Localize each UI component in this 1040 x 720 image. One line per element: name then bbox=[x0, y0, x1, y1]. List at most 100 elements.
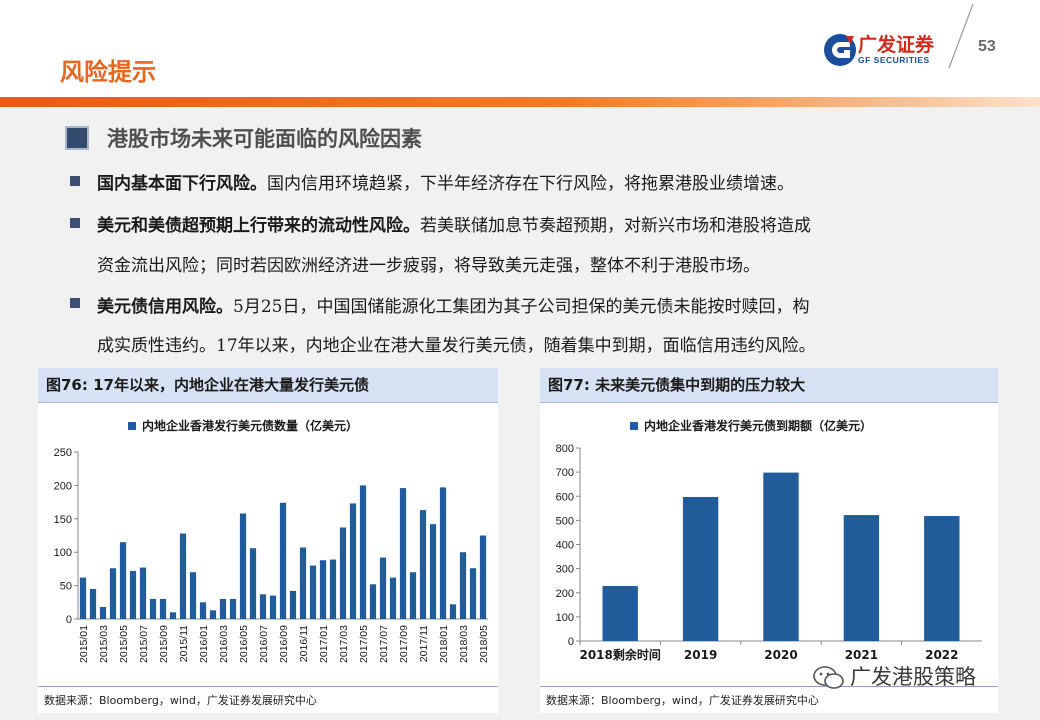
x-tick-label: 2015/05 bbox=[118, 625, 130, 663]
x-tick-label: 2016/05 bbox=[238, 625, 250, 663]
bar bbox=[682, 496, 719, 641]
source-divider bbox=[38, 686, 498, 687]
bar bbox=[109, 568, 117, 619]
legend-swatch bbox=[128, 422, 136, 430]
bullet-3-text-line1: 5月25日，中国国储能源化工集团为其子公司担保的美元债未能按时赎回，构 bbox=[233, 297, 810, 317]
figure-76-source: 数据来源：Bloomberg，wind，广发证券发展研究中心 bbox=[44, 694, 317, 707]
bar bbox=[419, 510, 427, 619]
bar bbox=[149, 598, 157, 619]
bar bbox=[289, 590, 297, 619]
y-tick-label: 300 bbox=[556, 564, 574, 576]
x-tick-label: 2015/11 bbox=[178, 625, 190, 662]
bar bbox=[259, 594, 267, 619]
bar bbox=[924, 516, 960, 641]
bar bbox=[199, 602, 207, 619]
bar bbox=[139, 567, 147, 619]
bar bbox=[119, 542, 127, 619]
bar bbox=[79, 577, 87, 619]
bar bbox=[379, 557, 387, 619]
y-tick-label: 200 bbox=[556, 588, 574, 600]
figure-77-title: 图77: 未来美元债集中到期的压力较大 bbox=[540, 368, 998, 402]
legend-swatch bbox=[630, 422, 638, 430]
bar bbox=[239, 513, 247, 619]
figure-77-panel: 图77: 未来美元债集中到期的压力较大 内地企业香港发行美元债到期额（亿美元） 0… bbox=[540, 368, 998, 713]
bar bbox=[469, 568, 477, 619]
bar bbox=[99, 606, 107, 619]
y-tick-label: 400 bbox=[556, 540, 574, 552]
bar bbox=[319, 560, 327, 619]
y-tick-label: 150 bbox=[54, 514, 72, 526]
bar bbox=[329, 559, 337, 619]
maturity-bar-chart: 内地企业香港发行美元债到期额（亿美元） 0 100 200 300 400 500 600 70… bbox=[544, 408, 994, 693]
bar bbox=[249, 548, 257, 619]
slide-header: 风险提示 广发证券 GF SECURITIES 53 bbox=[0, 0, 1040, 103]
bar bbox=[179, 533, 187, 619]
x-tick-label: 2015/03 bbox=[98, 625, 110, 663]
x-tick-label: 2016/07 bbox=[258, 625, 270, 663]
x-tick-label: 2020 bbox=[764, 648, 797, 662]
figure-76-title: 图76: 17年以来，内地企业在港大量发行美元债 bbox=[38, 368, 498, 402]
y-tick-label: 100 bbox=[556, 612, 574, 624]
bar bbox=[763, 472, 799, 641]
bar bbox=[843, 515, 880, 641]
x-tick-label: 2017/05 bbox=[358, 625, 370, 663]
x-tick-label: 2017/11 bbox=[418, 625, 430, 662]
bullet-square-icon bbox=[70, 176, 80, 186]
x-tick-label: 2017/01 bbox=[318, 625, 330, 663]
bullet-3-lead: 美元债信用风险。 bbox=[97, 297, 233, 317]
y-tick-label: 0 bbox=[568, 636, 574, 648]
x-tick-label: 2016/03 bbox=[218, 625, 230, 663]
x-tick-label: 2018/03 bbox=[458, 625, 470, 663]
bar bbox=[349, 503, 357, 619]
bar bbox=[309, 565, 317, 619]
legend-label: 内地企业香港发行美元债到期额（亿美元） bbox=[644, 418, 872, 433]
x-tick-label: 2018/01 bbox=[438, 625, 450, 663]
bar bbox=[602, 585, 638, 641]
x-tick-label: 2018/05 bbox=[478, 625, 490, 663]
figure-title-border bbox=[38, 402, 498, 403]
page-number: 53 bbox=[978, 38, 996, 55]
bar bbox=[429, 524, 437, 619]
bar bbox=[459, 552, 467, 619]
gf-logo-icon bbox=[824, 34, 856, 66]
bullet-1: 国内基本面下行风险。国内信用环境趋紧，下半年经济存在下行风险，将拖累港股业绩增速… bbox=[97, 169, 794, 194]
bar bbox=[409, 572, 417, 619]
bullet-2-lead: 美元和美债超预期上行带来的流动性风险。 bbox=[97, 216, 420, 236]
x-tick-label: 2016/01 bbox=[198, 625, 210, 663]
x-tick-label: 2016/11 bbox=[298, 625, 310, 662]
x-tick-label: 2016/09 bbox=[278, 625, 290, 663]
bar bbox=[359, 485, 367, 619]
bullet-square-icon bbox=[70, 298, 80, 308]
source-divider bbox=[540, 686, 998, 687]
y-tick-label: 600 bbox=[556, 491, 574, 503]
header-stripe bbox=[0, 97, 1040, 107]
bar bbox=[129, 570, 137, 619]
bullet-3: 美元债信用风险。5月25日，中国国储能源化工集团为其子公司担保的美元债未能按时赎… bbox=[97, 292, 809, 317]
logo-name: 广发证券 bbox=[858, 34, 935, 56]
bar bbox=[269, 595, 277, 619]
x-tick-label: 2015/07 bbox=[138, 625, 150, 663]
bar bbox=[279, 502, 287, 619]
figure-77-source: 数据来源：Bloomberg，wind，广发证券发展研究中心 bbox=[546, 694, 819, 707]
y-tick-label: 250 bbox=[54, 447, 72, 459]
legend-label: 内地企业香港发行美元债数量（亿美元） bbox=[142, 418, 358, 433]
y-tick-label: 50 bbox=[60, 581, 72, 593]
bar bbox=[479, 535, 487, 619]
heading-square-icon bbox=[65, 126, 89, 150]
issuance-bar-chart: 内地企业香港发行美元债数量（亿美元） 0 50 100 150 200 250 2015/01… bbox=[42, 408, 494, 693]
x-tick-label: 2017/07 bbox=[378, 625, 390, 663]
x-tick-label: 2021 bbox=[845, 648, 878, 662]
bar bbox=[229, 598, 237, 619]
figure-76-panel: 图76: 17年以来，内地企业在港大量发行美元债 内地企业香港发行美元债数量（亿… bbox=[38, 368, 498, 713]
bar bbox=[399, 488, 407, 619]
section-heading: 港股市场未来可能面临的风险因素 bbox=[107, 126, 422, 151]
bar bbox=[369, 584, 377, 619]
page-title: 风险提示 bbox=[60, 58, 156, 86]
bar bbox=[439, 487, 447, 619]
logo-english-name: GF SECURITIES bbox=[858, 55, 930, 65]
x-tick-label: 2018剩余时间 bbox=[579, 647, 660, 662]
bullet-1-text: 国内信用环境趋紧，下半年经济存在下行风险，将拖累港股业绩增速。 bbox=[267, 174, 794, 194]
y-tick-label: 500 bbox=[556, 515, 574, 527]
bar bbox=[219, 598, 227, 619]
bar bbox=[389, 577, 397, 619]
